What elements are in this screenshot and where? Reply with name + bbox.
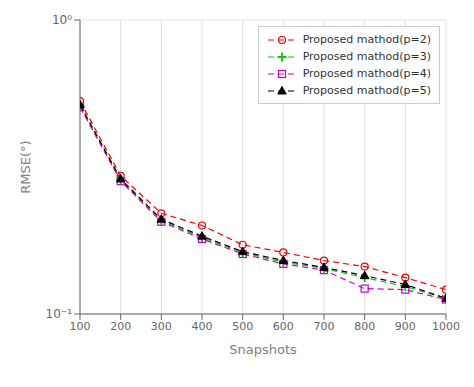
svg-text:1000: 1000 (432, 320, 460, 333)
svg-text:800: 800 (354, 320, 375, 333)
svg-text:500: 500 (232, 320, 253, 333)
svg-text:10⁰: 10⁰ (52, 13, 72, 27)
svg-text:700: 700 (314, 320, 335, 333)
html-text:Proposed mathod(p=3): Proposed mathod(p=3) (302, 50, 431, 63)
svg-text:100: 100 (70, 320, 91, 333)
svg-text:200: 200 (110, 320, 131, 333)
svg-text:400: 400 (192, 320, 213, 333)
html-text:Proposed mathod(p=4): Proposed mathod(p=4) (302, 67, 431, 80)
html-text:Proposed mathod(p=5): Proposed mathod(p=5) (302, 84, 431, 97)
svg-text:600: 600 (273, 320, 294, 333)
html-text:Proposed mathod(p=2): Proposed mathod(p=2) (302, 33, 431, 46)
svg-text:Snapshots: Snapshots (229, 342, 297, 357)
svg-text:900: 900 (395, 320, 416, 333)
svg-text:RMSE(°): RMSE(°) (18, 140, 33, 193)
svg-text:10⁻¹: 10⁻¹ (46, 307, 73, 321)
svg-text:300: 300 (151, 320, 172, 333)
